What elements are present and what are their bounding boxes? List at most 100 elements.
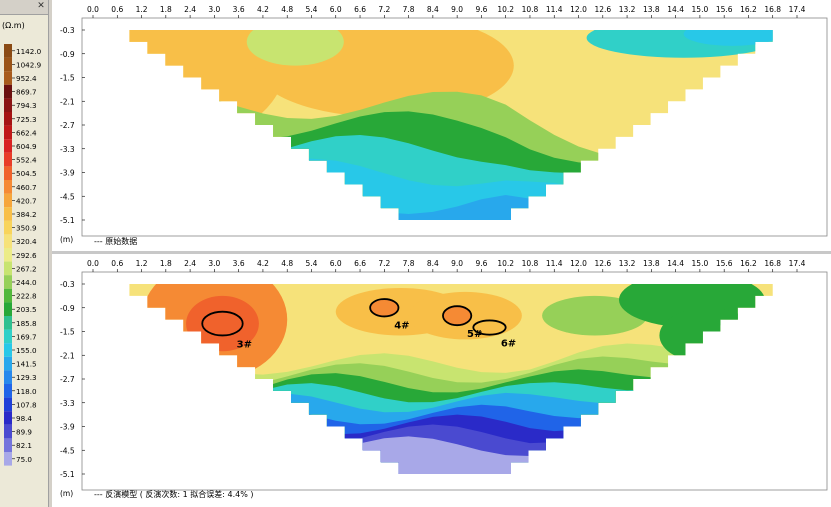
x-tick-label: 13.2: [619, 259, 636, 268]
x-tick-label: 1.2: [136, 259, 148, 268]
color-scale: (Ω.m) 1142.0 1042.9 952.4 869.7 794.3 725.3 66…: [2, 21, 42, 466]
scale-swatch: [4, 248, 12, 262]
scale-swatch: [4, 125, 12, 140]
scale-label: 222.8: [16, 292, 37, 301]
y-tick-label: -2.7: [60, 121, 75, 130]
y-tick-label: -5.1: [60, 216, 75, 225]
scale-swatch: [4, 152, 12, 167]
scale-swatch: [4, 302, 12, 316]
scale-label: 107.8: [16, 400, 37, 409]
x-tick-label: 7.2: [378, 259, 390, 268]
anomaly-label: 3#: [237, 339, 252, 350]
x-tick-label: 6.6: [354, 5, 366, 14]
scale-label: 350.9: [16, 224, 37, 233]
y-tick-label: -0.3: [60, 280, 75, 289]
scale-label: 1142.0: [16, 47, 42, 56]
x-tick-label: 4.8: [281, 259, 293, 268]
y-tick-label: -2.7: [60, 375, 75, 384]
y-tick-label: -3.9: [60, 169, 75, 178]
scale-swatch: [4, 329, 12, 344]
x-tick-label: 13.8: [643, 5, 660, 14]
x-tick-label: 16.8: [764, 259, 781, 268]
scale-label: 129.3: [16, 373, 37, 382]
scale-swatch: [4, 370, 12, 384]
x-tick-label: 9.6: [475, 5, 487, 14]
x-tick-label: 16.2: [740, 5, 757, 14]
x-tick-label: 15.6: [716, 5, 733, 14]
scale-swatch: [4, 44, 12, 58]
x-tick-label: 12.0: [570, 259, 587, 268]
x-tick-label: 7.8: [403, 5, 415, 14]
x-tick-label: 9.6: [475, 259, 487, 268]
y-unit-label: (m): [60, 235, 73, 244]
scale-label: 1042.9: [16, 60, 42, 69]
resistivity-section: [129, 30, 773, 220]
scale-swatch: [4, 384, 12, 398]
x-tick-label: 1.8: [160, 5, 172, 14]
scale-unit: (Ω.m): [2, 21, 25, 30]
x-tick-label: 4.2: [257, 259, 269, 268]
chart-footer-label: --- 反演模型 ( 反演次数: 1 拟合误差: 4.4% ): [94, 489, 254, 499]
chart-area: 0.0 0.6 1.2 1.8 2.4 3.0 3.6 4.2 4.8 5.4 6.0 6.6 7.2 7…: [52, 0, 831, 507]
y-tick-label: -2.1: [60, 351, 75, 360]
x-tick-label: 12.6: [594, 259, 611, 268]
scale-label: 244.0: [16, 278, 37, 287]
y-tick-label: -3.9: [60, 423, 75, 432]
x-tick-label: 4.2: [257, 5, 269, 14]
scale-swatch: [4, 193, 12, 208]
x-tick-label: 8.4: [427, 259, 439, 268]
x-tick-label: 1.2: [136, 5, 148, 14]
scale-label: 552.4: [16, 156, 37, 165]
y-tick-label: -3.3: [60, 145, 75, 154]
scale-label: 320.4: [16, 237, 37, 246]
anomaly-marker: [369, 298, 400, 318]
y-unit-label: (m): [60, 489, 73, 498]
chart-footer-label: --- 原始数据: [94, 236, 137, 246]
x-tick-label: 0.0: [87, 5, 99, 14]
y-tick-label: -2.1: [60, 97, 75, 106]
x-tick-label: 1.8: [160, 259, 172, 268]
x-tick-label: 16.8: [764, 5, 781, 14]
x-tick-label: 15.0: [692, 5, 709, 14]
resistivity-section: [129, 284, 773, 474]
scale-label: 155.0: [16, 346, 37, 355]
panel-divider[interactable]: [52, 251, 831, 254]
scale-swatch: [4, 356, 12, 371]
x-tick-label: 7.8: [403, 259, 415, 268]
x-tick-label: 14.4: [667, 259, 684, 268]
y-tick-label: -5.1: [60, 470, 75, 479]
x-tick-label: 10.8: [522, 5, 539, 14]
chart-inversion-model: 0.0 0.6 1.2 1.8 2.4 3.0 3.6 4.2 4.8 5.4 6.0 6.6 7.2 7…: [60, 259, 828, 499]
scale-label: 460.7: [16, 183, 37, 192]
x-tick-label: 5.4: [306, 259, 318, 268]
y-tick-label: -4.5: [60, 446, 75, 455]
scale-label: 952.4: [16, 74, 37, 83]
scale-swatch: [4, 71, 12, 85]
close-icon[interactable]: ✕: [37, 1, 45, 11]
scale-swatch: [4, 234, 12, 248]
anomaly-label: 6#: [501, 339, 516, 350]
x-tick-label: 10.2: [497, 5, 514, 14]
y-tick-label: -0.9: [60, 50, 75, 59]
anomaly-label: 4#: [394, 320, 409, 331]
scale-label: 98.4: [16, 414, 32, 423]
scale-label: 89.9: [16, 428, 32, 437]
scale-label: 82.1: [16, 441, 32, 450]
x-tick-label: 0.0: [87, 259, 99, 268]
scale-swatch: [4, 98, 12, 112]
anomaly-label: 5#: [467, 329, 482, 340]
x-tick-label: 6.0: [330, 259, 342, 268]
scale-swatch: [4, 343, 12, 357]
x-tick-label: 6.0: [330, 5, 342, 14]
scale-label: 604.9: [16, 142, 37, 151]
x-tick-label: 3.6: [233, 5, 245, 14]
scale-swatch: [4, 411, 12, 425]
scale-label: 267.2: [16, 264, 37, 273]
x-tick-label: 4.8: [281, 5, 293, 14]
scale-swatch: [4, 180, 12, 194]
x-tick-label: 7.2: [378, 5, 390, 14]
scale-label: 141.5: [16, 360, 37, 369]
scale-label: 504.5: [16, 169, 37, 178]
x-tick-label: 12.0: [570, 5, 587, 14]
x-tick-label: 14.4: [667, 5, 684, 14]
